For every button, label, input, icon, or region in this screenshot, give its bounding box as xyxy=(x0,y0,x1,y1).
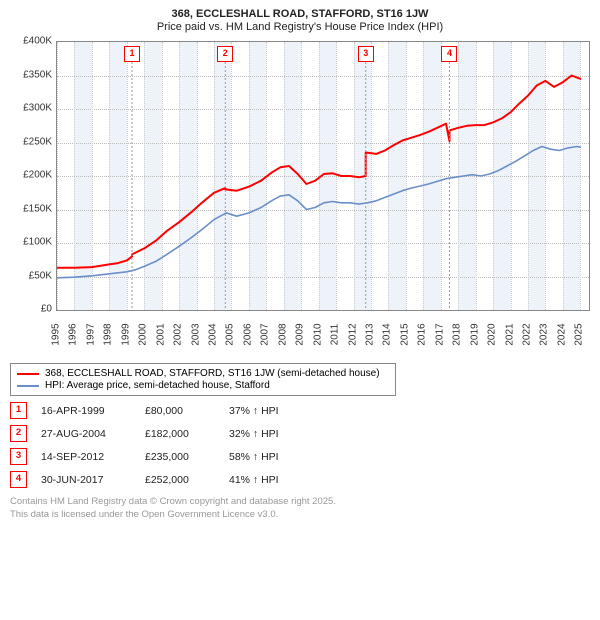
x-tick-label: 2010 xyxy=(312,323,323,345)
x-tick-label: 2008 xyxy=(277,323,288,345)
y-tick-label: £350K xyxy=(10,69,52,80)
transaction-marker: 2 xyxy=(10,425,27,442)
y-tick-label: £300K xyxy=(10,103,52,114)
transaction-hpi: 32% ↑ HPI xyxy=(229,428,279,440)
transaction-price: £235,000 xyxy=(145,451,215,463)
chart: £0 £50K £100K £150K £200K £250K £300K £350K £400… xyxy=(10,39,590,359)
x-tick-label: 2007 xyxy=(260,323,271,345)
legend-label: HPI: Average price, semi-detached house,… xyxy=(45,380,270,391)
legend-swatch xyxy=(17,373,39,375)
plot-area: 1234 xyxy=(56,41,590,311)
plot-svg xyxy=(57,42,589,310)
transaction-date: 14-SEP-2012 xyxy=(41,451,131,463)
y-tick-label: £400K xyxy=(10,36,52,47)
x-tick-label: 2020 xyxy=(487,323,498,345)
x-tick-label: 2022 xyxy=(521,323,532,345)
x-tick-label: 1996 xyxy=(68,323,79,345)
transactions-table: 1 16-APR-1999 £80,000 37% ↑ HPI 2 27-AUG-2004… xyxy=(10,402,590,488)
transaction-row: 4 30-JUN-2017 £252,000 41% ↑ HPI xyxy=(10,471,590,488)
transaction-marker: 1 xyxy=(10,402,27,419)
y-tick-label: £0 xyxy=(10,304,52,315)
chart-title-sub: Price paid vs. HM Land Registry's House … xyxy=(10,21,590,33)
transaction-price: £252,000 xyxy=(145,474,215,486)
x-tick-label: 2001 xyxy=(155,323,166,345)
x-tick-label: 1995 xyxy=(51,323,62,345)
x-tick-label: 2005 xyxy=(225,323,236,345)
x-tick-label: 2013 xyxy=(364,323,375,345)
series-line xyxy=(57,76,580,268)
x-tick-label: 2025 xyxy=(574,323,585,345)
x-tick-label: 2024 xyxy=(556,323,567,345)
x-tick-label: 2023 xyxy=(539,323,550,345)
x-tick-label: 2015 xyxy=(399,323,410,345)
legend-item: HPI: Average price, semi-detached house,… xyxy=(17,380,389,391)
y-tick-label: £200K xyxy=(10,170,52,181)
x-tick-label: 2021 xyxy=(504,323,515,345)
transaction-date: 30-JUN-2017 xyxy=(41,474,131,486)
transaction-price: £80,000 xyxy=(145,405,215,417)
chart-title-address: 368, ECCLESHALL ROAD, STAFFORD, ST16 1JW xyxy=(10,8,590,20)
transaction-marker: 3 xyxy=(10,448,27,465)
x-tick-label: 2009 xyxy=(295,323,306,345)
footer-line-1: Contains HM Land Registry data © Crown c… xyxy=(10,496,590,509)
x-tick-label: 2004 xyxy=(207,323,218,345)
legend-swatch xyxy=(17,385,39,387)
x-tick-label: 2011 xyxy=(330,324,341,346)
transaction-row: 2 27-AUG-2004 £182,000 32% ↑ HPI xyxy=(10,425,590,442)
transaction-date: 27-AUG-2004 xyxy=(41,428,131,440)
x-tick-label: 2012 xyxy=(347,323,358,345)
x-tick-label: 2002 xyxy=(173,323,184,345)
legend-label: 368, ECCLESHALL ROAD, STAFFORD, ST16 1JW… xyxy=(45,368,380,379)
y-tick-label: £150K xyxy=(10,203,52,214)
x-tick-label: 2003 xyxy=(190,323,201,345)
x-tick-label: 2014 xyxy=(382,323,393,345)
transaction-hpi: 37% ↑ HPI xyxy=(229,405,279,417)
x-tick-label: 2006 xyxy=(242,323,253,345)
x-tick-label: 2000 xyxy=(138,323,149,345)
y-tick-label: £250K xyxy=(10,136,52,147)
x-tick-label: 2018 xyxy=(452,323,463,345)
transaction-price: £182,000 xyxy=(145,428,215,440)
x-tick-label: 1998 xyxy=(103,323,114,345)
x-tick-label: 2017 xyxy=(434,323,445,345)
legend-item: 368, ECCLESHALL ROAD, STAFFORD, ST16 1JW… xyxy=(17,368,389,379)
attribution-footer: Contains HM Land Registry data © Crown c… xyxy=(10,496,590,522)
x-tick-label: 1997 xyxy=(85,323,96,345)
legend: 368, ECCLESHALL ROAD, STAFFORD, ST16 1JW… xyxy=(10,363,396,396)
transaction-marker: 4 xyxy=(10,471,27,488)
x-tick-label: 2016 xyxy=(417,323,428,345)
y-tick-label: £50K xyxy=(10,270,52,281)
transaction-hpi: 58% ↑ HPI xyxy=(229,451,279,463)
transaction-hpi: 41% ↑ HPI xyxy=(229,474,279,486)
y-tick-label: £100K xyxy=(10,237,52,248)
series-line xyxy=(57,147,580,278)
x-tick-label: 1999 xyxy=(120,323,131,345)
transaction-row: 1 16-APR-1999 £80,000 37% ↑ HPI xyxy=(10,402,590,419)
footer-line-2: This data is licensed under the Open Gov… xyxy=(10,509,590,522)
title-block: 368, ECCLESHALL ROAD, STAFFORD, ST16 1JW… xyxy=(10,8,590,33)
transaction-row: 3 14-SEP-2012 £235,000 58% ↑ HPI xyxy=(10,448,590,465)
transaction-date: 16-APR-1999 xyxy=(41,405,131,417)
x-tick-label: 2019 xyxy=(469,323,480,345)
